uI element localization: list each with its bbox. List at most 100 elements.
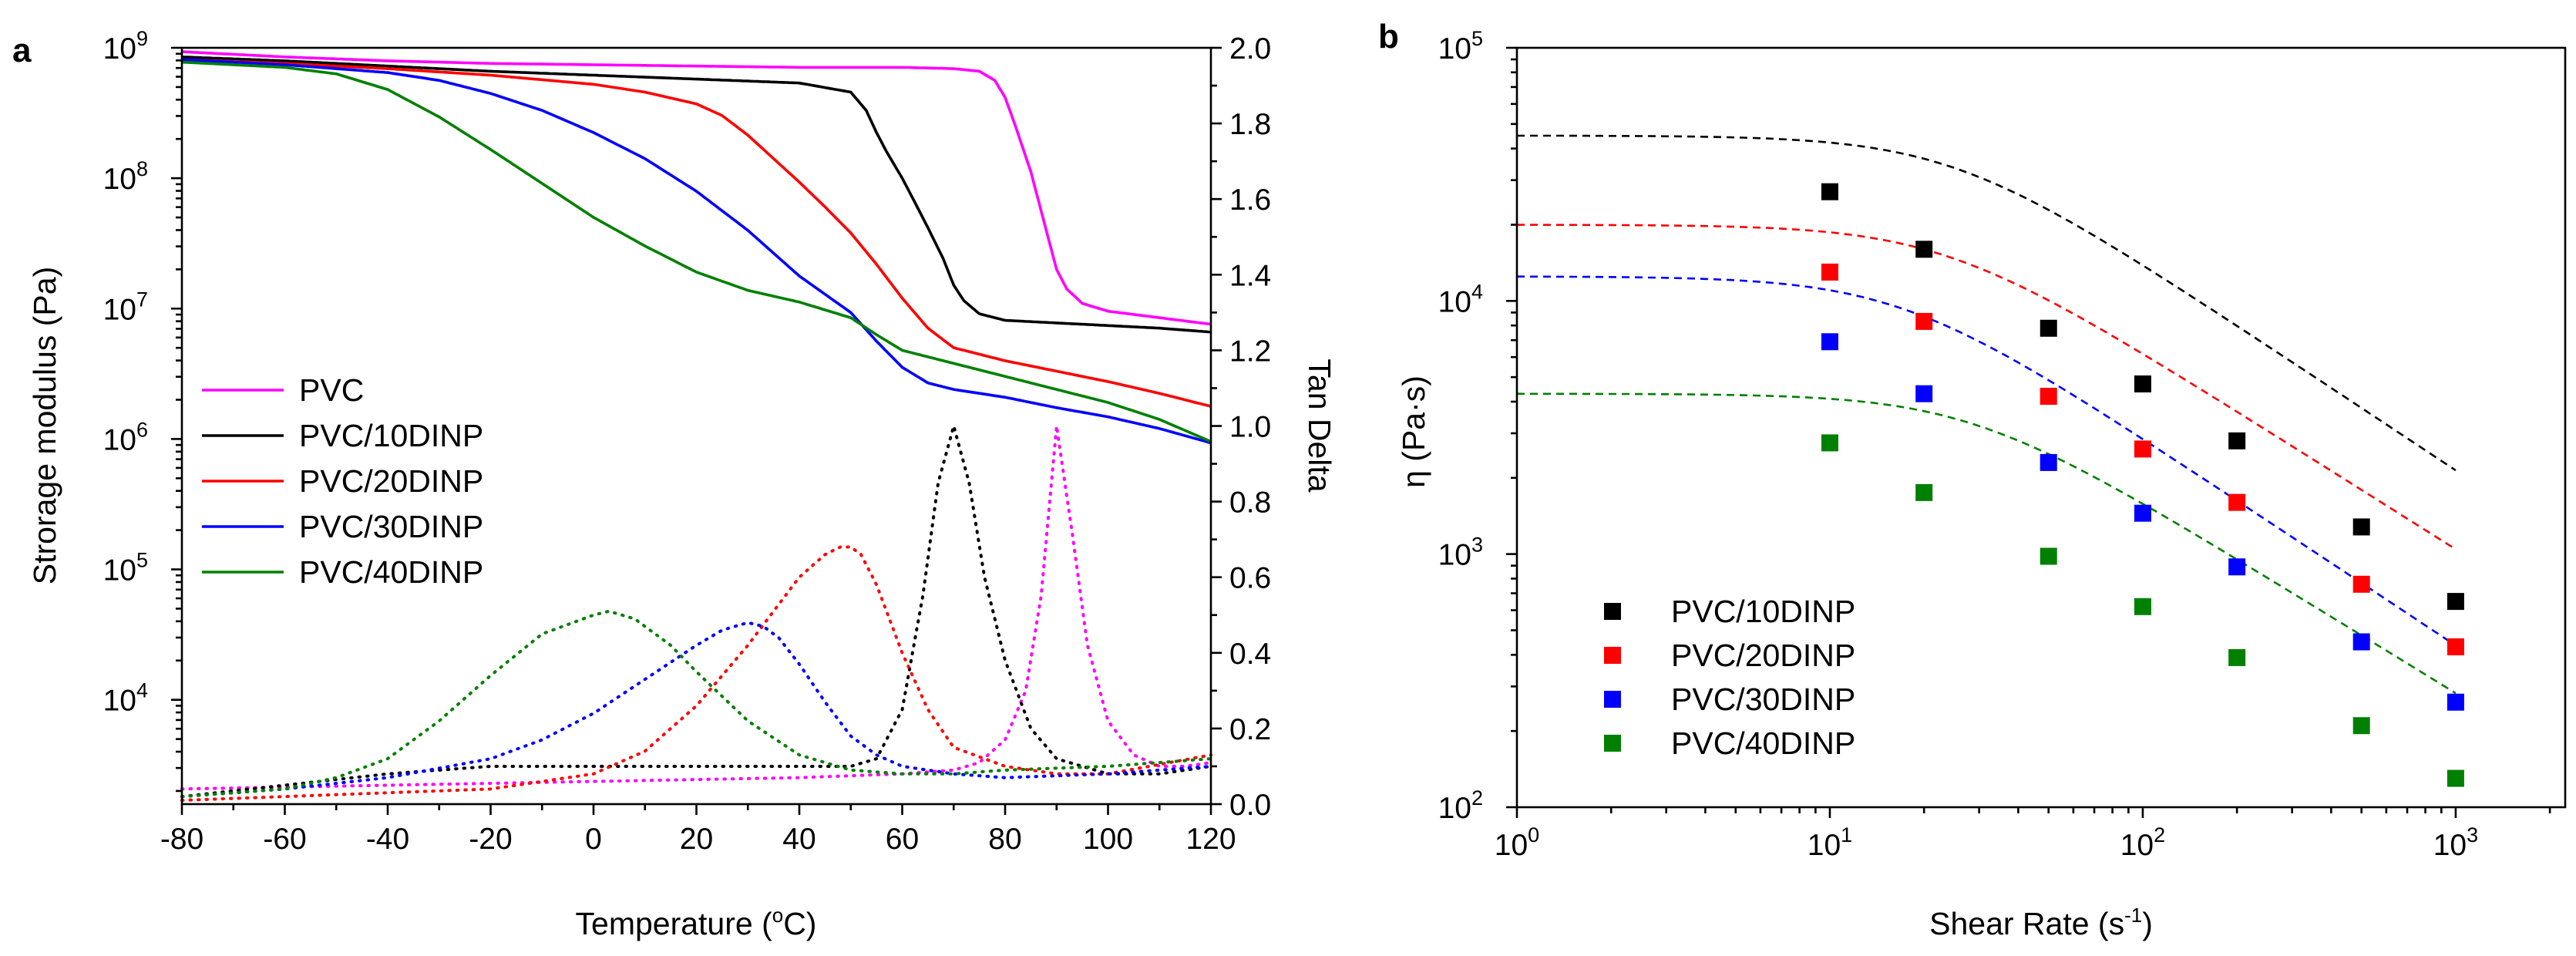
- b-y-tick-label: 105: [1438, 27, 1483, 66]
- data-point: [2134, 375, 2151, 392]
- a-y-tick-label: 109: [103, 27, 148, 66]
- b-legend-swatch: [1604, 647, 1621, 664]
- data-point: [2228, 493, 2246, 511]
- panel-b-frame: [1515, 46, 2567, 809]
- data-point: [1915, 241, 1933, 258]
- a-y-tick-label: 105: [103, 549, 148, 587]
- a-y2-tick-label: 0.2: [1229, 713, 1271, 746]
- tan-delta-line-4: [180, 609, 1212, 799]
- data-point: [2352, 518, 2370, 536]
- b-legend-label: PVC/20DINP: [1671, 638, 1855, 673]
- data-point: [1821, 333, 1838, 351]
- data-point: [1915, 483, 1933, 501]
- data-point: [2447, 593, 2464, 611]
- data-point: [2134, 440, 2151, 458]
- a-y2-tick-label: 0.0: [1229, 789, 1271, 822]
- fit-curve-0: [1517, 134, 2457, 472]
- b-legend-label: PVC/10DINP: [1671, 594, 1855, 629]
- panel-a-letter: a: [12, 32, 32, 69]
- a-legend-label: PVC/20DINP: [299, 463, 483, 499]
- panel-b-points: [1821, 183, 2464, 787]
- a-x-tick-label: -20: [469, 823, 512, 856]
- storage-modulus-line-3: [181, 58, 1212, 445]
- data-point: [2352, 717, 2370, 735]
- a-y2-tick-label: 0.4: [1229, 638, 1271, 671]
- a-x-tick-label: -60: [263, 823, 306, 856]
- data-point: [2040, 453, 2057, 471]
- data-point: [2447, 769, 2464, 787]
- panel-a-x-axis: -80 -60 -40 -20 0 20 40 60 80 100 120: [160, 804, 1236, 856]
- panel-b-y-axis: 102 103 104 105: [1438, 27, 1517, 825]
- b-legend-label: PVC/40DINP: [1671, 725, 1855, 761]
- tan-delta-line-1: [180, 419, 1212, 799]
- a-x-tick-label: -40: [366, 823, 409, 856]
- panel-a-y-axis-title: Strorage modulus (Pa): [27, 267, 62, 584]
- a-x-tick-label: 80: [988, 823, 1021, 856]
- panel-b-x-axis-title: Shear Rate (s-1): [1929, 904, 2153, 941]
- a-legend-label: PVC: [299, 372, 364, 408]
- a-y-tick-label: 106: [103, 418, 148, 456]
- a-x-tick-label: -80: [160, 823, 203, 856]
- b-legend-label: PVC/30DINP: [1671, 682, 1855, 717]
- b-x-tick-label: 101: [1808, 823, 1852, 862]
- data-point: [2040, 388, 2057, 406]
- b-y-tick-label: 104: [1438, 280, 1483, 318]
- storage-modulus-line-1: [181, 56, 1212, 334]
- data-point: [2447, 693, 2464, 711]
- panel-b-fit-curves: [1516, 134, 2457, 695]
- a-y-tick-label: 108: [103, 157, 148, 196]
- data-point: [1821, 434, 1838, 452]
- a-y2-tick-label: 1.0: [1229, 411, 1271, 444]
- panel-a-legend: PVC PVC/10DINP PVC/20DINP PVC/30DINP PVC/40D…: [202, 372, 483, 590]
- a-y2-tick-label: 1.4: [1229, 259, 1271, 292]
- fit-curve-3: [1516, 392, 2457, 695]
- data-point: [2447, 638, 2464, 656]
- data-point: [2134, 598, 2151, 615]
- b-x-tick-label: 102: [2120, 823, 2165, 862]
- b-y-tick-label: 103: [1438, 534, 1483, 572]
- data-point: [1915, 385, 1933, 402]
- b-x-tick-label: 100: [1495, 823, 1539, 862]
- data-point: [2352, 633, 2370, 651]
- a-y2-tick-label: 0.8: [1229, 486, 1271, 520]
- a-x-tick-label: 40: [782, 823, 816, 856]
- data-point: [2228, 432, 2246, 449]
- b-y-tick-label: 102: [1438, 786, 1483, 825]
- data-point: [1915, 312, 1933, 330]
- panel-b-legend: PVC/10DINP PVC/20DINP PVC/30DINP PVC/40DINP: [1604, 594, 1855, 761]
- tan-delta-line-0: [180, 426, 1212, 791]
- panel-b: b 100 101 102 103 102 103 104 105 Shear Rate (…: [1378, 18, 2567, 941]
- tan-delta-line-3: [180, 621, 1212, 799]
- panel-b-y-axis-title: η (Pa·s): [1396, 375, 1431, 488]
- a-y2-tick-label: 0.6: [1229, 562, 1271, 595]
- a-legend-label: PVC/10DINP: [299, 418, 483, 453]
- data-point: [1821, 263, 1838, 281]
- storage-modulus-line-4: [181, 60, 1212, 443]
- panel-a-y-axis-left: 104 105 106 107 108 109: [103, 27, 182, 793]
- tan-delta-line-2: [180, 545, 1212, 803]
- data-point: [2228, 558, 2246, 576]
- data-point: [2352, 575, 2370, 593]
- storage-modulus-line-2: [181, 58, 1212, 408]
- a-legend-label: PVC/30DINP: [299, 509, 483, 544]
- b-x-tick-label: 103: [2433, 823, 2478, 862]
- a-x-tick-label: 100: [1083, 823, 1133, 856]
- data-point: [2040, 319, 2057, 337]
- panel-a-y2-axis-title: Tan Delta: [1302, 358, 1337, 492]
- data-point: [2040, 547, 2057, 565]
- b-legend-swatch: [1604, 603, 1621, 620]
- a-y2-tick-label: 1.2: [1229, 335, 1271, 368]
- a-legend-label: PVC/40DINP: [299, 554, 483, 590]
- panel-b-letter: b: [1378, 18, 1399, 56]
- a-x-tick-label: 120: [1185, 823, 1236, 856]
- a-x-tick-label: 20: [680, 823, 713, 856]
- a-y2-tick-label: 2.0: [1229, 32, 1271, 66]
- panel-a: a -80 -60 -40 -20 0 20 40 60 80 100 120 1041051061…: [12, 27, 1337, 941]
- a-y-tick-label: 107: [103, 288, 148, 326]
- a-y2-tick-label: 1.6: [1229, 183, 1271, 217]
- a-y-tick-label: 104: [103, 679, 148, 718]
- storage-modulus-line-0: [181, 50, 1212, 326]
- panel-b-x-axis: 100 101 102 103: [1495, 807, 2551, 862]
- data-point: [2134, 504, 2151, 522]
